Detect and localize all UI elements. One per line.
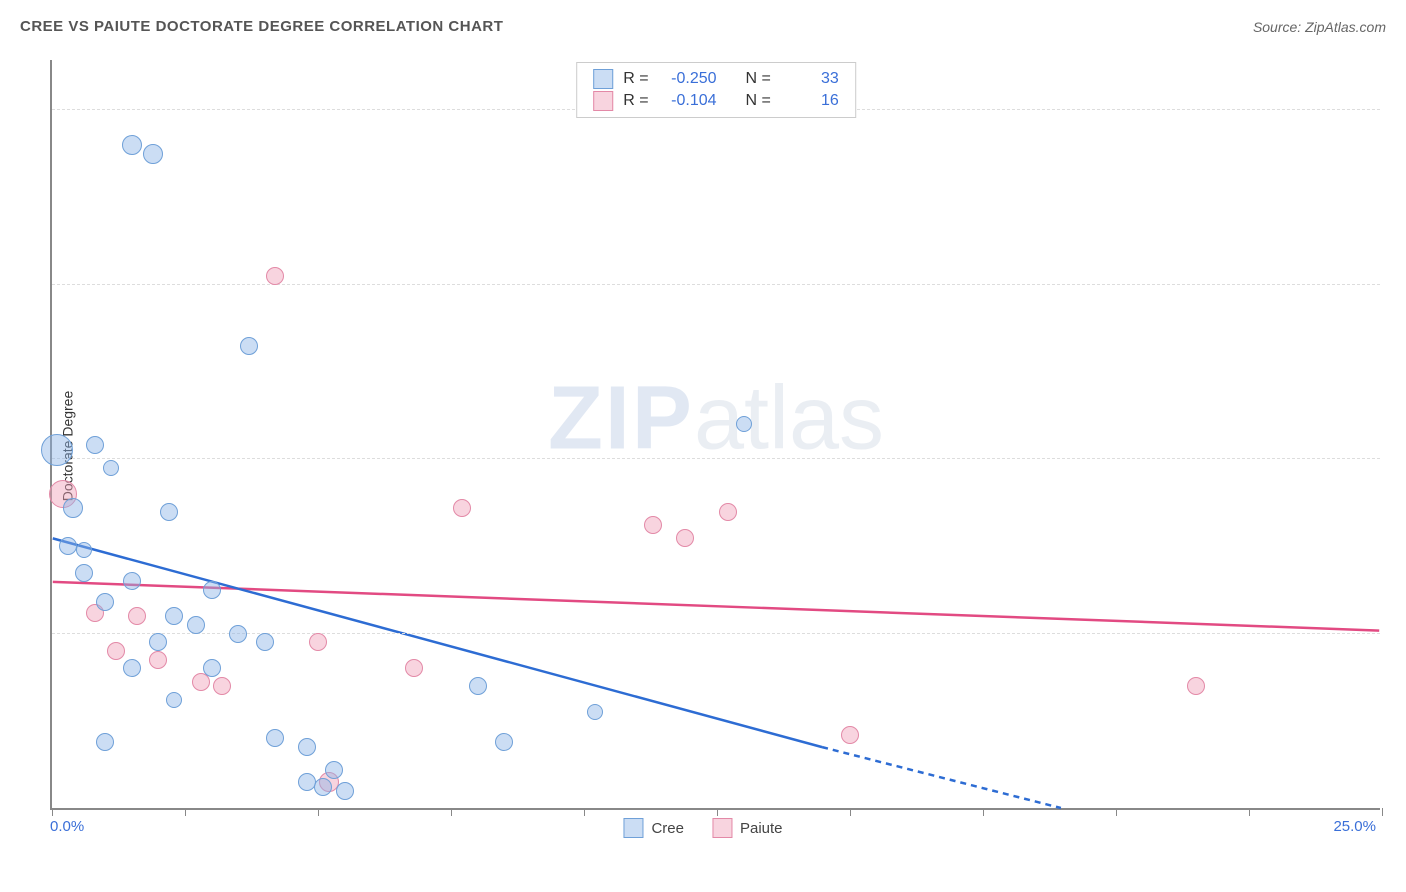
watermark: ZIPatlas [548,368,884,471]
swatch-paiute-bottom [712,818,732,838]
swatch-cree-bottom [623,818,643,838]
data-point-cree [325,761,343,779]
data-point-cree [123,572,141,590]
data-point-paiute [644,516,662,534]
data-point-cree [76,542,92,558]
data-point-paiute [841,726,859,744]
data-point-cree [41,434,73,466]
n-label-paiute: N = [745,92,770,110]
chart-title: CREE VS PAIUTE DOCTORATE DEGREE CORRELAT… [20,18,503,35]
y-tick-label: 4.0% [1385,102,1406,119]
legend-row-paiute: R = -0.104 N = 16 [593,91,839,111]
data-point-paiute [405,659,423,677]
r-value-cree: -0.250 [659,70,717,88]
x-axis-min-label: 0.0% [50,818,84,835]
data-point-paiute [309,633,327,651]
chart-container: CREE VS PAIUTE DOCTORATE DEGREE CORRELAT… [0,0,1406,892]
swatch-cree [593,69,613,89]
data-point-paiute [107,642,125,660]
data-point-cree [166,692,182,708]
x-tick [185,808,186,816]
data-point-cree [59,537,77,555]
legend-row-cree: R = -0.250 N = 33 [593,69,839,89]
chart-source: Source: ZipAtlas.com [1253,19,1386,35]
x-tick [451,808,452,816]
data-point-cree [187,616,205,634]
data-point-cree [203,659,221,677]
data-point-paiute [676,529,694,547]
n-value-paiute: 16 [781,92,839,110]
data-point-paiute [266,267,284,285]
data-point-cree [495,733,513,751]
x-tick [850,808,851,816]
legend-label-cree: Cree [651,820,684,837]
chart-header: CREE VS PAIUTE DOCTORATE DEGREE CORRELAT… [20,18,1386,35]
data-point-cree [63,498,83,518]
watermark-bold: ZIP [548,369,694,469]
plot-area: ZIPatlas R = -0.250 N = 33 R = -0.104 N … [50,60,1380,810]
data-point-cree [149,633,167,651]
x-tick [584,808,585,816]
data-point-cree [469,677,487,695]
legend-item-paiute: Paiute [712,818,783,838]
y-tick-label: 1.0% [1385,625,1406,642]
data-point-cree [587,704,603,720]
data-point-paiute [719,503,737,521]
data-point-cree [240,337,258,355]
r-label-cree: R = [623,70,648,88]
watermark-rest: atlas [694,369,884,469]
data-point-cree [336,782,354,800]
x-tick [1249,808,1250,816]
x-tick [717,808,718,816]
legend-label-paiute: Paiute [740,820,783,837]
data-point-paiute [149,651,167,669]
data-point-cree [165,607,183,625]
data-point-paiute [1187,677,1205,695]
data-point-cree [256,633,274,651]
data-point-cree [103,460,119,476]
y-tick-label: 2.0% [1385,451,1406,468]
r-value-paiute: -0.104 [659,92,717,110]
data-point-cree [314,778,332,796]
data-point-cree [266,729,284,747]
data-point-cree [96,733,114,751]
data-point-cree [298,738,316,756]
gridline [52,633,1380,634]
x-tick [1116,808,1117,816]
data-point-cree [736,416,752,432]
series-legend: Cree Paiute [623,818,782,838]
x-tick [983,808,984,816]
data-point-cree [160,503,178,521]
data-point-paiute [128,607,146,625]
x-tick [52,808,53,816]
trend-lines [52,60,1380,808]
r-label-paiute: R = [623,92,648,110]
data-point-cree [86,436,104,454]
x-axis-max-label: 25.0% [1333,818,1376,835]
data-point-cree [143,144,163,164]
data-point-cree [96,593,114,611]
data-point-cree [229,625,247,643]
correlation-legend: R = -0.250 N = 33 R = -0.104 N = 16 [576,62,856,118]
data-point-cree [75,564,93,582]
gridline [52,284,1380,285]
gridline [52,458,1380,459]
x-tick [1382,808,1383,816]
data-point-cree [203,581,221,599]
legend-item-cree: Cree [623,818,684,838]
data-point-paiute [453,499,471,517]
data-point-cree [123,659,141,677]
y-tick-label: 3.0% [1385,276,1406,293]
x-tick [318,808,319,816]
swatch-paiute [593,91,613,111]
n-label-cree: N = [745,70,770,88]
n-value-cree: 33 [781,70,839,88]
data-point-cree [122,135,142,155]
data-point-paiute [213,677,231,695]
